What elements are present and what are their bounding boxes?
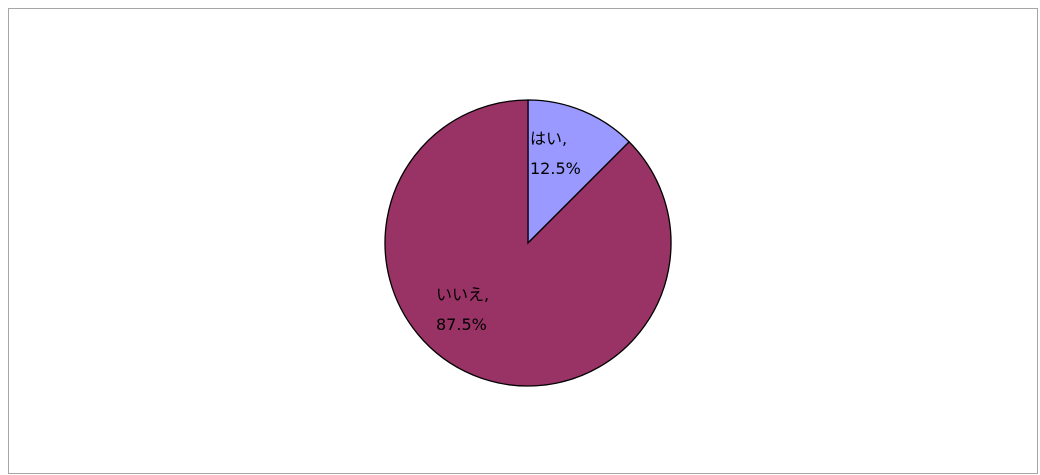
slice-value-1: 12.5% — [530, 159, 581, 178]
pie-chart: はい, 12.5% いいえ, 87.5% — [384, 99, 672, 387]
slice-labels: はい, 12.5% いいえ, 87.5% — [436, 129, 581, 334]
pie-slices — [384, 99, 672, 387]
slice-value-2: 87.5% — [436, 315, 487, 334]
chart-area: はい, 12.5% いいえ, 87.5% — [8, 8, 1038, 474]
slice-label-2: いいえ, — [436, 285, 489, 304]
pie-slice-2 — [384, 99, 672, 387]
pie-slice-1 — [527, 99, 631, 245]
slice-label-1: はい, — [530, 129, 567, 148]
